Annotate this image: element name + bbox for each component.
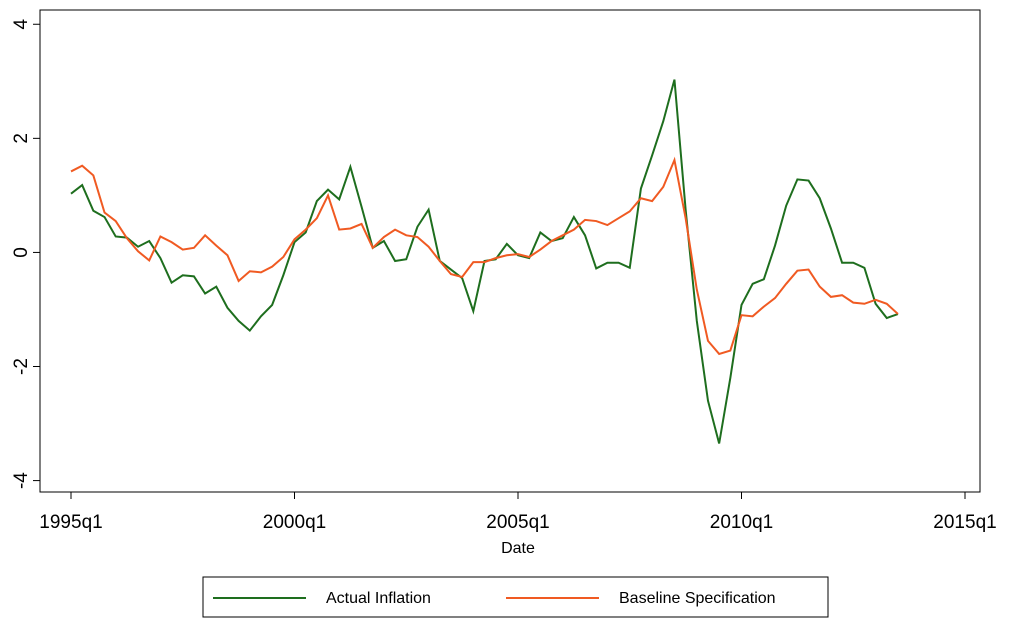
series-line bbox=[70, 156, 899, 356]
legend-label: Actual Inflation bbox=[326, 590, 431, 607]
x-tick-label: 1995q1 bbox=[39, 512, 102, 533]
y-tick-label: -2 bbox=[11, 358, 32, 375]
x-tick-label: 2015q1 bbox=[933, 512, 996, 533]
x-tick-label: 2010q1 bbox=[710, 512, 773, 533]
y-tick-label: 4 bbox=[11, 19, 32, 30]
x-tick-label: 2005q1 bbox=[486, 512, 549, 533]
plot-frame bbox=[39, 9, 981, 493]
series-line bbox=[70, 79, 899, 444]
y-tick-label: 2 bbox=[11, 133, 32, 144]
y-tick-label: 0 bbox=[11, 247, 32, 258]
y-tick-label: -4 bbox=[11, 472, 32, 489]
x-axis-label: Date bbox=[501, 540, 535, 557]
x-tick-label: 2000q1 bbox=[263, 512, 326, 533]
legend-label: Baseline Specification bbox=[619, 590, 776, 607]
legend-box bbox=[202, 576, 829, 618]
